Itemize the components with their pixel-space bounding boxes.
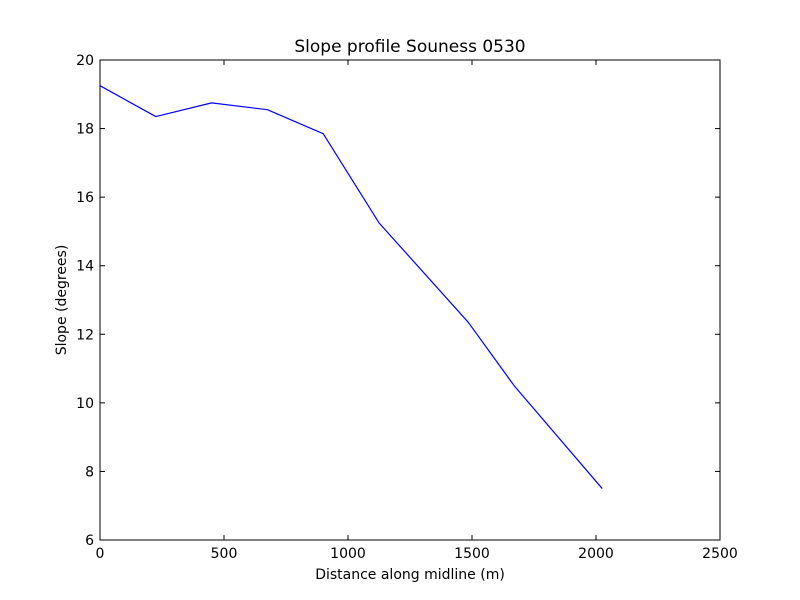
chart-title: Slope profile Souness 0530 <box>294 37 525 57</box>
y-tick-label: 16 <box>76 190 94 206</box>
x-axis-label: Distance along midline (m) <box>315 567 505 583</box>
x-tick-label: 2500 <box>702 546 738 562</box>
x-tick-label: 2000 <box>578 546 614 562</box>
y-tick-label: 14 <box>76 259 94 275</box>
series-line <box>99 85 603 489</box>
y-tick-label: 10 <box>76 396 94 412</box>
y-tick-label: 8 <box>85 464 94 480</box>
y-tick-label: 20 <box>76 53 94 69</box>
y-tick-label: 18 <box>76 122 94 138</box>
y-tick-label: 12 <box>76 327 94 343</box>
series-layer <box>99 85 603 489</box>
y-tick-label: 6 <box>85 533 94 549</box>
y-axis-label: Slope (degrees) <box>54 245 70 356</box>
x-tick-label: 1500 <box>454 546 490 562</box>
x-tick-label: 1000 <box>330 546 366 562</box>
x-tick-label: 500 <box>211 546 238 562</box>
plot-frame <box>99 59 721 541</box>
plot-area <box>99 59 721 541</box>
x-axis: 0 500 1000 1500 2000 2500 <box>96 60 738 562</box>
x-tick-label: 0 <box>96 546 105 562</box>
y-axis: 6 8 10 12 14 16 18 20 <box>76 53 720 549</box>
